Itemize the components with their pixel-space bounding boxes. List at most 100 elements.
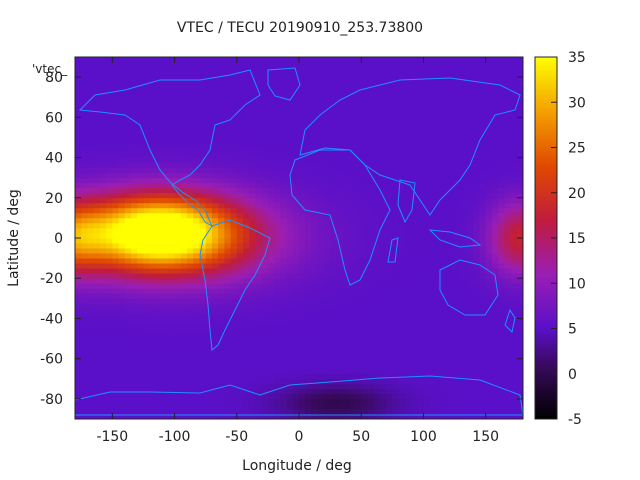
heat-cell: [205, 363, 213, 370]
heat-cell: [137, 82, 144, 88]
heat-cell: [442, 137, 449, 143]
heat-cell: [292, 177, 300, 184]
heat-cell: [199, 97, 207, 103]
heat-cell: [299, 313, 306, 319]
heat-cell: [93, 197, 101, 204]
heat-cell: [485, 318, 493, 324]
heat-cell: [249, 127, 256, 133]
heat-cell: [342, 122, 350, 128]
heat-cell: [162, 293, 169, 299]
heat-cell: [454, 333, 462, 339]
heat-cell: [137, 212, 144, 219]
heat-cell: [75, 217, 82, 224]
heat-cell: [249, 363, 256, 370]
heat-cell: [411, 383, 418, 390]
heat-cell: [448, 333, 455, 339]
heat-cell: [155, 328, 163, 334]
heat-cell: [336, 82, 343, 88]
heat-cell: [342, 293, 350, 299]
heat-cell: [442, 248, 449, 254]
heat-cell: [348, 378, 356, 385]
heat-cell: [411, 217, 418, 224]
heat-cell: [373, 157, 381, 163]
heat-cell: [131, 248, 138, 254]
heat-cell: [355, 177, 362, 184]
heat-cell: [386, 388, 393, 395]
heat-cell: [218, 202, 225, 209]
heat-cell: [491, 222, 499, 229]
heat-cell: [448, 278, 455, 284]
heat-cell: [155, 202, 163, 209]
heat-cell: [87, 102, 95, 108]
heat-cell: [249, 117, 256, 123]
heat-cell: [274, 87, 281, 93]
heat-cell: [230, 112, 238, 118]
heat-cell: [118, 408, 126, 415]
heat-cell: [392, 112, 399, 118]
heat-cell: [411, 358, 418, 365]
heat-cell: [473, 303, 480, 309]
heat-cell: [361, 333, 368, 339]
heat-cell: [81, 167, 88, 174]
heat-cell: [236, 368, 244, 375]
heat-cell: [131, 313, 138, 319]
heat-cell: [162, 353, 169, 360]
heat-cell: [286, 157, 294, 163]
heat-cell: [155, 117, 163, 123]
heat-cell: [180, 212, 188, 219]
heat-cell: [131, 142, 138, 148]
heat-cell: [187, 197, 194, 204]
heat-cell: [99, 258, 107, 264]
heat-cell: [155, 147, 163, 153]
heat-cell: [187, 147, 194, 153]
heat-cell: [442, 207, 449, 214]
heat-cell: [299, 157, 306, 163]
heat-cell: [143, 227, 151, 234]
heat-cell: [267, 303, 275, 309]
heat-cell: [205, 132, 213, 138]
heat-cell: [361, 122, 368, 128]
heat-cell: [174, 358, 182, 365]
heat-cell: [317, 258, 325, 264]
heat-cell: [205, 288, 213, 294]
heat-cell: [398, 107, 406, 113]
heat-cell: [236, 383, 244, 390]
heat-cell: [311, 288, 319, 294]
heat-cell: [155, 358, 163, 365]
heat-cell: [274, 333, 281, 339]
heat-cell: [286, 413, 294, 419]
heat-cell: [205, 207, 213, 214]
heat-cell: [155, 222, 163, 229]
heat-cell: [280, 363, 287, 370]
heat-cell: [99, 157, 107, 163]
heat-cell: [112, 293, 119, 299]
heat-cell: [367, 142, 375, 148]
heat-cell: [323, 303, 331, 309]
heat-cell: [317, 353, 325, 360]
heat-cell: [373, 147, 381, 153]
heat-cell: [149, 97, 157, 103]
heat-cell: [299, 273, 306, 279]
heat-cell: [355, 222, 362, 229]
heat-cell: [180, 288, 188, 294]
heat-cell: [411, 333, 418, 339]
heat-cell: [367, 303, 375, 309]
heat-cell: [112, 222, 119, 229]
heat-cell: [205, 152, 213, 158]
heat-cell: [361, 248, 368, 254]
heat-cell: [143, 167, 151, 174]
heat-cell: [355, 202, 362, 209]
heat-cell: [193, 408, 200, 415]
heat-cell: [118, 187, 126, 194]
heat-cell: [342, 187, 350, 194]
heat-cell: [286, 92, 294, 98]
heat-cell: [75, 248, 82, 254]
heat-cell: [75, 263, 82, 269]
heat-cell: [479, 253, 487, 259]
heat-cell: [261, 273, 269, 279]
heat-cell: [435, 92, 443, 98]
heat-cell: [411, 167, 418, 174]
heat-cell: [373, 82, 381, 88]
heat-cell: [174, 298, 182, 304]
heat-cell: [249, 288, 256, 294]
